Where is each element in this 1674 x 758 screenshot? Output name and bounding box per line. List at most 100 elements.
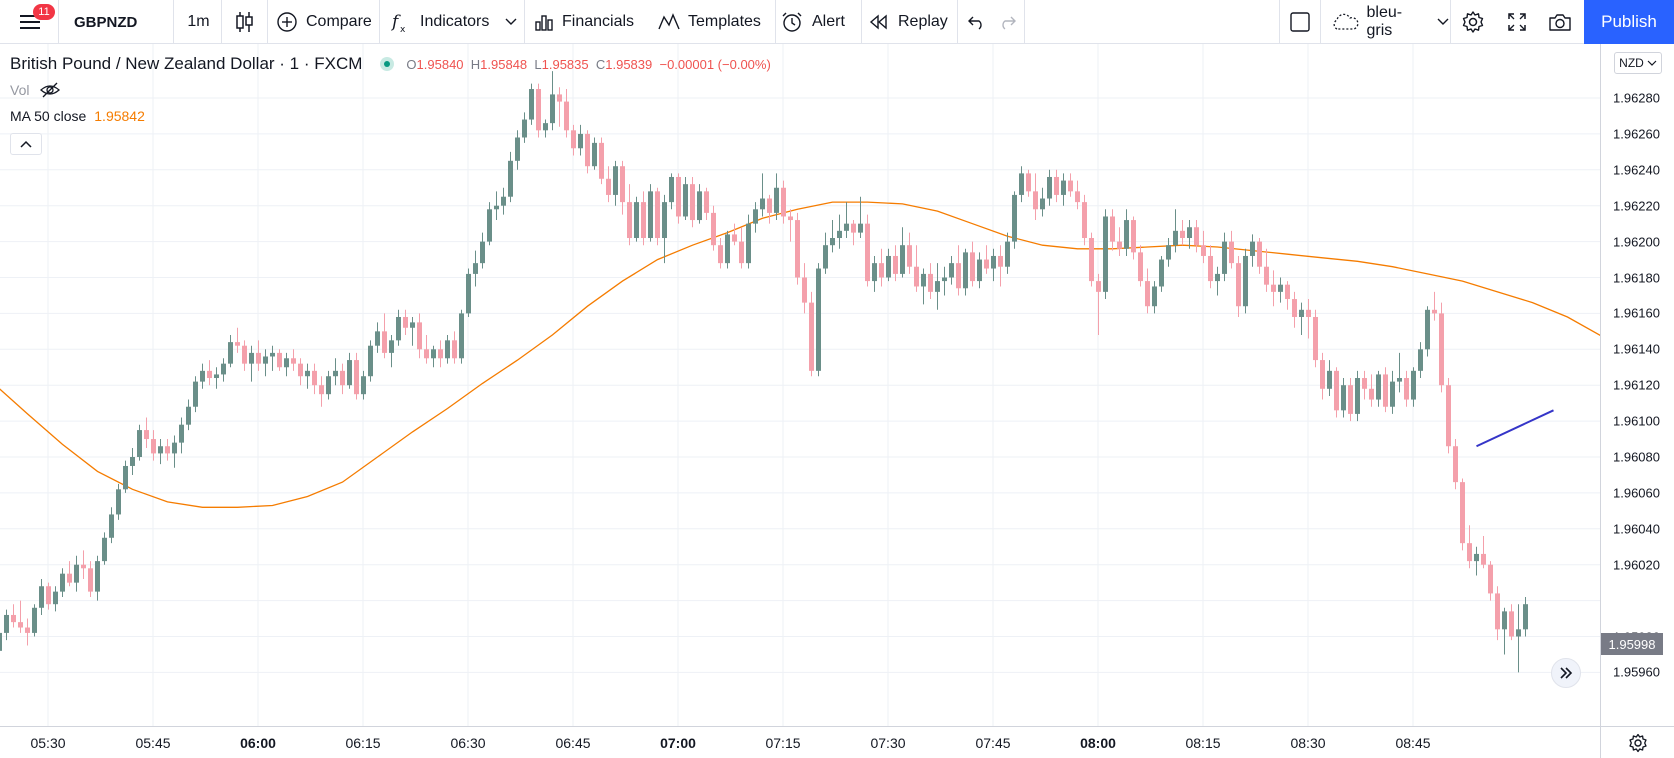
- time-tick-label: 07:00: [660, 735, 696, 751]
- candle-down: [1131, 216, 1136, 260]
- candle-down: [1180, 220, 1185, 246]
- candle-body: [18, 622, 23, 628]
- candle-down: [781, 180, 786, 224]
- divider: [524, 0, 525, 44]
- candle-up: [200, 363, 205, 389]
- scroll-to-realtime-button[interactable]: [1551, 658, 1581, 688]
- candle-body: [200, 370, 205, 382]
- symbol-title[interactable]: British Pound / New Zealand Dollar · 1 ·…: [10, 54, 363, 73]
- eye-crossed-icon[interactable]: [39, 81, 61, 99]
- alert-button[interactable]: Alert: [778, 0, 860, 44]
- candle-body: [326, 376, 331, 395]
- candle-body: [1404, 378, 1409, 400]
- candle-body: [60, 573, 65, 592]
- candle-body: [837, 230, 842, 239]
- redo-button[interactable]: [992, 0, 1022, 44]
- candle-body: [1250, 241, 1255, 256]
- candle-down: [1292, 291, 1297, 328]
- notification-badge: 11: [33, 4, 55, 20]
- compare-button[interactable]: Compare: [272, 0, 378, 44]
- candle-body: [1096, 281, 1101, 292]
- saved-layout-button[interactable]: bleu-gris: [1326, 0, 1450, 44]
- candle-down: [690, 176, 695, 228]
- divider: [957, 0, 958, 44]
- candle-up: [1061, 173, 1066, 206]
- gear-icon: [1628, 733, 1647, 752]
- candle-up: [445, 334, 450, 364]
- snapshot-button[interactable]: [1540, 0, 1580, 44]
- main-menu-button[interactable]: [8, 0, 52, 44]
- symbol-search-button[interactable]: GBPNZD: [74, 13, 138, 31]
- candle-body: [396, 316, 401, 341]
- templates-button[interactable]: Templates: [656, 0, 774, 44]
- candle-body: [4, 614, 9, 633]
- financials-button[interactable]: Financials: [530, 0, 658, 44]
- candle-body: [1334, 370, 1339, 411]
- candle-body: [487, 209, 492, 242]
- publish-button[interactable]: Publish: [1584, 0, 1674, 44]
- time-axis[interactable]: 05:30 05:45 06:00 06:15 06:30 06:45 07:00 07:15…: [0, 726, 1600, 758]
- candle-up: [837, 214, 842, 249]
- fullscreen-button[interactable]: [1498, 0, 1536, 44]
- candle-body: [620, 166, 625, 203]
- candle-up: [375, 322, 380, 353]
- chevron-up-icon: [20, 140, 32, 148]
- candle-body: [1355, 378, 1360, 414]
- candle-body: [102, 537, 107, 562]
- candle-up: [1166, 238, 1171, 267]
- low-key: L: [534, 56, 542, 72]
- candle-body: [641, 202, 646, 239]
- ma-legend[interactable]: MA 50 close 1.95842: [10, 106, 145, 126]
- candle-down: [242, 340, 247, 371]
- candle-up: [774, 173, 779, 221]
- candle-body: [746, 223, 751, 264]
- candle-up: [1215, 266, 1220, 296]
- interval-button[interactable]: 1m: [187, 13, 210, 30]
- divider: [775, 0, 776, 44]
- candle-down: [788, 209, 793, 242]
- chart-type-button[interactable]: [222, 0, 266, 44]
- candle-up: [634, 196, 639, 242]
- candle-down: [1285, 281, 1290, 310]
- layout-select-button[interactable]: [1284, 0, 1316, 44]
- candle-body: [410, 322, 415, 328]
- candle-down: [1117, 227, 1122, 256]
- currency-button[interactable]: NZD: [1614, 52, 1662, 74]
- candle-down: [1488, 561, 1493, 601]
- replay-label: Replay: [898, 13, 948, 30]
- axis-settings-button[interactable]: [1600, 726, 1674, 758]
- candle-body: [207, 370, 212, 379]
- candle-down: [711, 205, 716, 251]
- candle-up: [508, 151, 513, 203]
- price-axis[interactable]: 1.96280 1.96260 1.96240 1.96220 1.96200 1.961…: [1600, 44, 1674, 726]
- candle-up: [410, 316, 415, 346]
- candle-body: [697, 191, 702, 221]
- candle-down: [81, 550, 86, 580]
- candle-up: [1411, 367, 1416, 407]
- price-chart[interactable]: [0, 44, 1600, 726]
- candle-down: [907, 232, 912, 274]
- candle-body: [1383, 374, 1388, 407]
- candle-body: [1299, 309, 1304, 317]
- candle-down: [165, 439, 170, 461]
- collapse-legend-button[interactable]: [10, 133, 42, 155]
- volume-legend[interactable]: Vol: [10, 80, 61, 100]
- candle-body: [529, 89, 534, 120]
- candle-up: [746, 214, 751, 269]
- candle-body: [333, 370, 338, 377]
- candle-down: [88, 561, 93, 598]
- candle-body: [865, 223, 870, 282]
- candle-body: [1068, 180, 1073, 192]
- candle-body: [319, 385, 324, 395]
- replay-button[interactable]: Replay: [866, 0, 956, 44]
- undo-button[interactable]: [962, 0, 992, 44]
- candle-body: [977, 259, 982, 282]
- candle-down: [914, 245, 919, 292]
- candle-down: [851, 220, 856, 246]
- settings-button[interactable]: [1454, 0, 1492, 44]
- candle-down: [298, 358, 303, 386]
- candle-body: [242, 345, 247, 364]
- layout-square-icon: [1290, 12, 1310, 32]
